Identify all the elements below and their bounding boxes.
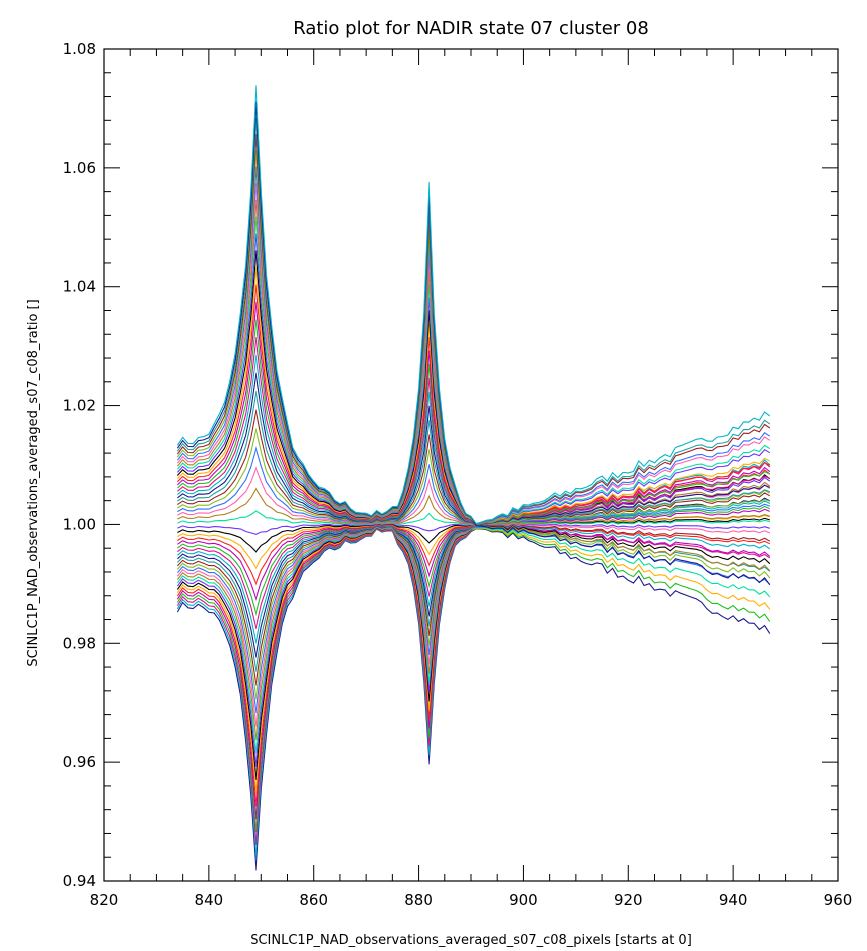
y-axis-label: SCINLC1P_NAD_observations_averaged_s07_c… <box>26 299 41 666</box>
x-axis-ticks: 820 840 860 880 900 920 940 960 <box>90 49 853 909</box>
series-line <box>176 527 771 833</box>
x-tick-label: 960 <box>824 891 853 909</box>
series-line <box>176 527 771 794</box>
series-layer <box>176 85 771 871</box>
x-tick-label: 860 <box>299 891 328 909</box>
chart-title: Ratio plot for NADIR state 07 cluster 08 <box>293 18 649 39</box>
series-line <box>176 85 771 525</box>
series-line <box>176 101 771 586</box>
x-tick-label: 880 <box>404 891 433 909</box>
x-tick-label: 840 <box>195 891 224 909</box>
x-tick-label: 900 <box>509 891 538 909</box>
x-tick-label: 920 <box>614 891 643 909</box>
y-tick-label: 1.06 <box>63 159 96 177</box>
y-tick-label: 1.04 <box>63 278 96 296</box>
series-line <box>176 526 771 754</box>
x-axis-label: SCINLC1P_NAD_observations_averaged_s07_c… <box>250 933 692 948</box>
y-tick-label: 1.08 <box>63 40 96 58</box>
y-tick-label: 0.98 <box>63 634 96 652</box>
x-tick-label: 820 <box>90 891 119 909</box>
x-tick-label: 940 <box>719 891 748 909</box>
y-tick-label: 0.94 <box>63 872 96 890</box>
y-axis-ticks: 0.94 0.96 0.98 1.00 1.02 1.04 1.06 1.08 <box>63 40 838 890</box>
y-tick-label: 1.00 <box>63 515 96 533</box>
y-tick-label: 0.96 <box>63 753 96 771</box>
y-tick-label: 1.02 <box>63 397 96 415</box>
